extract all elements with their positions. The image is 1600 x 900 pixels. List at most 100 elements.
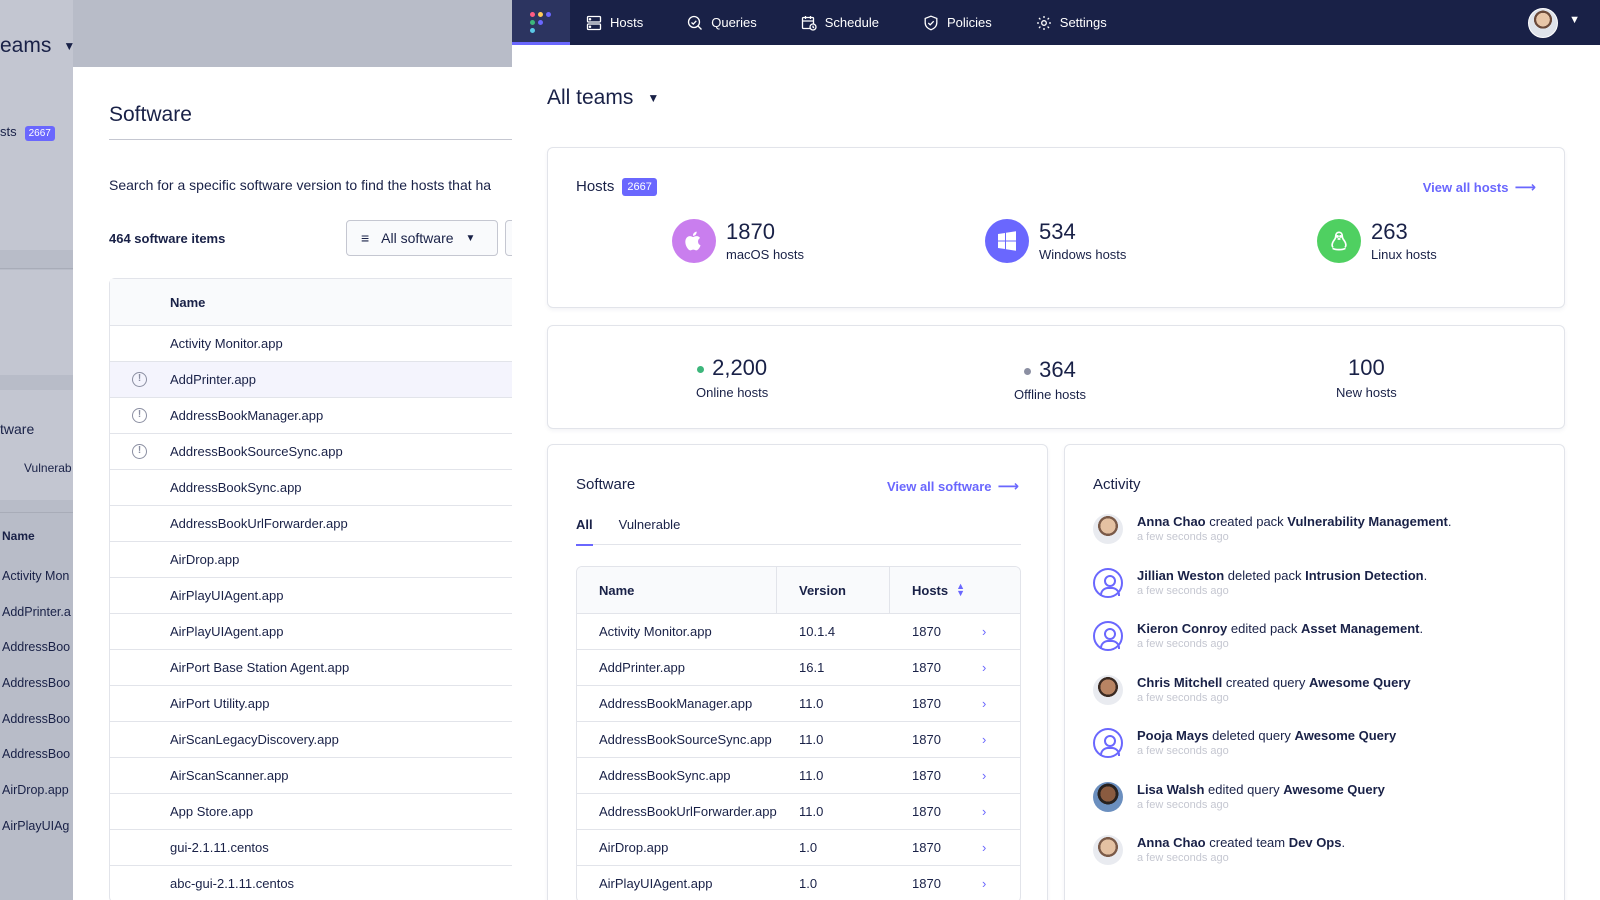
table-row[interactable]: AirDrop.app 1.0 1870 › xyxy=(577,830,1020,866)
software-name: AddressBookSourceSync.app xyxy=(599,732,772,747)
nav-item-queries[interactable]: Queries xyxy=(687,15,757,31)
software-name: AirPlayUIAgent.app xyxy=(599,876,713,891)
chevron-right-icon[interactable]: › xyxy=(982,804,987,819)
software-card: Software View all software ⟶ All Vulnerab… xyxy=(547,444,1048,900)
background-row: Activity Mon xyxy=(2,569,70,583)
offline-hosts[interactable]: 364 Offline hosts xyxy=(1014,357,1086,402)
software-name: Activity Monitor.app xyxy=(599,624,712,639)
software-host-count: 1870 xyxy=(912,876,941,891)
chevron-right-icon[interactable]: › xyxy=(982,696,987,711)
software-version: 11.0 xyxy=(799,696,824,711)
table-row[interactable]: ! AddressBookSourceSync.app xyxy=(110,434,513,470)
background-hosts-label: sts 2667 xyxy=(0,124,55,141)
table-row[interactable]: ! AddPrinter.app xyxy=(110,362,513,398)
chevron-down-icon: ▼ xyxy=(63,39,76,54)
activity-card-title: Activity xyxy=(1093,476,1141,493)
name-column-header[interactable]: Name xyxy=(577,567,777,613)
table-row[interactable]: AirPlayUIAgent.app xyxy=(110,578,513,614)
table-row[interactable]: AirScanScanner.app xyxy=(110,758,513,794)
nav-item-schedule[interactable]: Schedule xyxy=(801,15,879,31)
background-row: AddressBoo xyxy=(2,712,71,726)
name-column-header[interactable]: Name xyxy=(170,294,206,310)
table-header: Name Version Hosts ▲ ▼ xyxy=(577,567,1020,614)
windows-icon xyxy=(985,219,1029,263)
software-name: AddressBookUrlForwarder.app xyxy=(170,516,348,531)
macos-hosts[interactable]: 1870 macOS hosts xyxy=(672,219,804,263)
background-row: AddressBoo xyxy=(2,747,71,761)
activity-text: Chris Mitchell created query Awesome Que… xyxy=(1137,675,1411,691)
vulnerability-warning-icon: ! xyxy=(132,372,147,387)
view-all-hosts-link[interactable]: View all hosts ⟶ xyxy=(1422,179,1536,196)
table-row[interactable]: AddressBookSync.app xyxy=(110,470,513,506)
table-row[interactable]: AirScanLegacyDiscovery.app xyxy=(110,722,513,758)
table-row[interactable]: ! AddressBookManager.app xyxy=(110,398,513,434)
table-row[interactable]: AirPlayUIAgent.app xyxy=(110,614,513,650)
software-host-count: 1870 xyxy=(912,768,941,783)
nav-item-hosts[interactable]: Hosts xyxy=(586,15,643,31)
new-hosts[interactable]: 100 New hosts xyxy=(1336,355,1397,400)
software-modal: Software Search for a specific software … xyxy=(73,67,513,900)
software-filter-dropdown[interactable]: ≡ All software ▼ xyxy=(346,220,498,256)
hosts-column-header[interactable]: Hosts ▲ ▼ xyxy=(912,581,966,598)
table-row[interactable]: AddressBookManager.app 11.0 1870 › xyxy=(577,686,1020,722)
software-name: AirScanLegacyDiscovery.app xyxy=(170,732,339,747)
software-name: AirPlayUIAgent.app xyxy=(170,624,284,639)
hosts-icon xyxy=(586,15,602,30)
search-field[interactable] xyxy=(505,220,513,256)
software-name: AirPort Utility.app xyxy=(170,696,270,711)
chevron-down-icon: ▼ xyxy=(647,91,660,106)
online-hosts[interactable]: 2,200 Online hosts xyxy=(696,355,768,400)
table-row[interactable]: abc-gui-2.1.11.centos xyxy=(110,866,513,900)
background-software-strip xyxy=(0,390,73,500)
windows-hosts[interactable]: 534 Windows hosts xyxy=(985,219,1126,263)
background-software-title: tware xyxy=(0,421,35,437)
activity-action: created team xyxy=(1205,835,1289,850)
table-row[interactable]: AddPrinter.app 16.1 1870 › xyxy=(577,650,1020,686)
activity-text: Anna Chao created team Dev Ops. xyxy=(1137,835,1345,851)
fleet-logo[interactable] xyxy=(512,0,570,45)
table-row[interactable]: AirPort Base Station Agent.app xyxy=(110,650,513,686)
table-row[interactable]: AddressBookUrlForwarder.app 11.0 1870 › xyxy=(577,794,1020,830)
table-row[interactable]: AddressBookSourceSync.app 11.0 1870 › xyxy=(577,722,1020,758)
online-status-dot xyxy=(697,365,705,373)
nav-items: Hosts Queries Schedule Policies Settings xyxy=(586,0,1151,45)
chevron-right-icon[interactable]: › xyxy=(982,768,987,783)
activity-action: deleted pack xyxy=(1224,567,1306,583)
activity-item: Pooja Mays deleted query Awesome Query a … xyxy=(1093,728,1396,758)
activity-punctuation: . xyxy=(1423,567,1428,583)
chevron-down-icon[interactable]: ▼ xyxy=(1569,14,1580,26)
table-row[interactable]: App Store.app xyxy=(110,794,513,830)
nav-item-policies[interactable]: Policies xyxy=(923,15,992,31)
linux-hosts[interactable]: 263 Linux hosts xyxy=(1317,219,1437,263)
table-row[interactable]: AirPort Utility.app xyxy=(110,686,513,722)
table-row[interactable]: AddressBookUrlForwarder.app xyxy=(110,506,513,542)
software-name: AddressBookSourceSync.app xyxy=(170,444,343,459)
table-row[interactable]: Activity Monitor.app xyxy=(110,326,513,362)
software-filter-label: All software xyxy=(381,230,454,246)
nav-item-settings[interactable]: Settings xyxy=(1036,15,1107,31)
nav-label: Policies xyxy=(946,15,992,30)
tab-vulnerable[interactable]: Vulnerable xyxy=(618,517,681,532)
teams-dropdown[interactable]: All teams ▼ xyxy=(547,86,659,110)
software-host-count: 1870 xyxy=(912,804,941,819)
software-host-count: 1870 xyxy=(912,660,941,675)
software-name: AddressBookSync.app xyxy=(599,768,731,783)
chevron-right-icon[interactable]: › xyxy=(982,624,987,639)
table-row[interactable]: AddressBookSync.app 11.0 1870 › xyxy=(577,758,1020,794)
software-name: Activity Monitor.app xyxy=(170,336,283,351)
activity-card: Activity Anna Chao created pack Vulnerab… xyxy=(1064,444,1565,900)
user-avatar[interactable] xyxy=(1528,8,1558,38)
activity-item: Chris Mitchell created query Awesome Que… xyxy=(1093,674,1411,705)
version-column-header[interactable]: Version xyxy=(777,567,890,613)
tab-all[interactable]: All xyxy=(576,515,593,546)
chevron-right-icon[interactable]: › xyxy=(982,732,987,747)
activity-actor: Lisa Walsh xyxy=(1137,781,1205,797)
chevron-right-icon[interactable]: › xyxy=(982,840,987,855)
table-row[interactable]: Activity Monitor.app 10.1.4 1870 › xyxy=(577,614,1020,650)
table-row[interactable]: gui-2.1.11.centos xyxy=(110,830,513,866)
chevron-right-icon[interactable]: › xyxy=(982,660,987,675)
view-all-software-link[interactable]: View all software ⟶ xyxy=(886,478,1019,495)
chevron-right-icon[interactable]: › xyxy=(982,876,987,891)
table-row[interactable]: AirPlayUIAgent.app 1.0 1870 › xyxy=(577,866,1020,900)
table-row[interactable]: AirDrop.app xyxy=(110,542,513,578)
